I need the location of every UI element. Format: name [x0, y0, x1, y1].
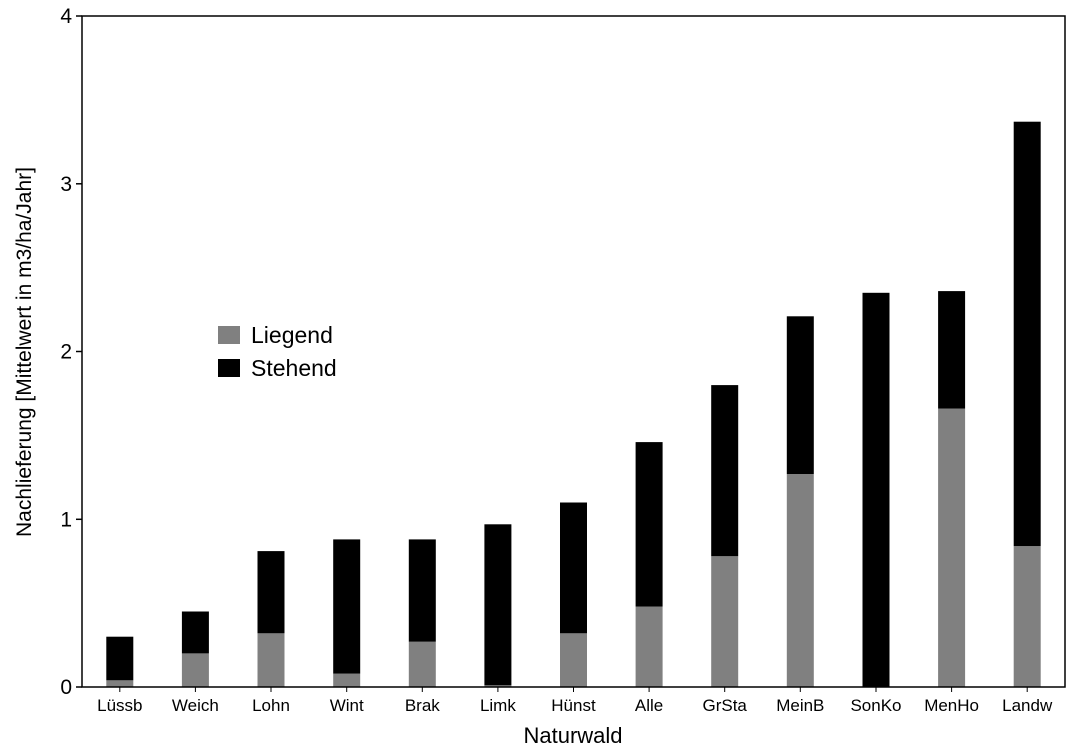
bar-liegend-2 [257, 633, 285, 687]
x-tick-label: Brak [405, 696, 440, 715]
bar-stehend-3 [333, 539, 361, 674]
x-tick-label: MenHo [924, 696, 979, 715]
x-tick-label: SonKo [850, 696, 901, 715]
bar-stehend-12 [1013, 121, 1041, 547]
bar-stehend-11 [938, 291, 966, 409]
legend: Liegend Stehend [218, 322, 337, 381]
bar-liegend-9 [786, 474, 814, 687]
bars-group [106, 121, 1041, 687]
legend-swatch-liegend [218, 326, 240, 344]
bar-liegend-4 [408, 641, 436, 687]
legend-label-stehend: Stehend [251, 355, 337, 381]
x-tick-label: MeinB [776, 696, 824, 715]
bar-liegend-5 [484, 685, 512, 687]
bar-liegend-11 [938, 408, 966, 687]
bar-stehend-4 [408, 539, 436, 642]
bar-stehend-10 [862, 292, 890, 687]
legend-swatch-stehend [218, 359, 240, 377]
y-axis-ticks: 0 1 2 3 4 [60, 5, 82, 699]
x-tick-label: Hünst [551, 696, 596, 715]
bar-stehend-1 [181, 611, 209, 654]
x-tick-label: Landw [1002, 696, 1053, 715]
x-tick-label: Wint [330, 696, 364, 715]
bar-liegend-7 [635, 606, 663, 687]
bar-liegend-1 [181, 653, 209, 687]
bar-stehend-9 [786, 316, 814, 474]
bar-liegend-3 [333, 673, 361, 687]
x-tick-label: Lohn [252, 696, 290, 715]
x-tick-label: Limk [480, 696, 516, 715]
bar-liegend-8 [711, 556, 739, 687]
y-tick-label: 3 [60, 173, 72, 196]
y-tick-label: 1 [60, 508, 72, 531]
x-tick-label: GrSta [702, 696, 747, 715]
legend-label-liegend: Liegend [251, 322, 333, 348]
x-axis-ticks: Lüssb Weich Lohn Wint Brak Limk Hünst Alle GrSta… [97, 687, 1053, 715]
x-axis-title: Naturwald [523, 723, 622, 747]
bar-stehend-6 [560, 502, 587, 634]
bar-liegend-12 [1013, 546, 1041, 687]
bar-liegend-6 [560, 633, 587, 687]
bar-stehend-0 [106, 636, 134, 681]
y-axis-title: Nachlieferung [Mittelwert in m3/ha/Jahr] [13, 167, 36, 537]
bar-stehend-2 [257, 551, 285, 634]
bar-liegend-0 [106, 680, 134, 687]
y-tick-label: 0 [60, 676, 72, 699]
x-tick-label: Weich [172, 696, 219, 715]
x-tick-label: Alle [635, 696, 663, 715]
y-tick-label: 2 [60, 341, 72, 364]
bar-stehend-7 [635, 442, 663, 607]
y-tick-label: 4 [60, 5, 72, 28]
bar-stehend-5 [484, 524, 512, 686]
x-tick-label: Lüssb [97, 696, 142, 715]
bar-stehend-8 [711, 385, 739, 557]
